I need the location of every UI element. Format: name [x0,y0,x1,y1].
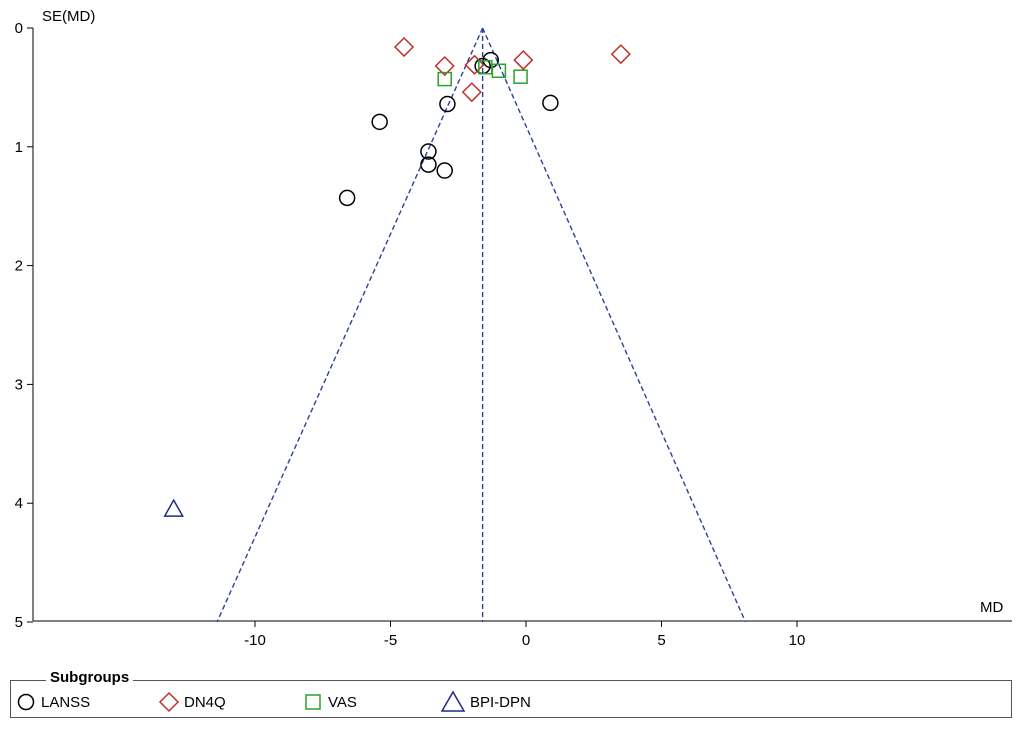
data-point-lanss [371,113,388,131]
data-point-lanss [436,162,453,179]
x-axis: -10 -5 0 5 10 [33,620,1012,649]
x-tick-label: -10 [244,632,266,649]
legend-label: DN4Q [184,693,226,711]
data-point-dn4q [434,55,455,77]
triangle-icon [440,690,466,712]
data-point-vas [491,63,507,79]
x-axis-title: MD [980,599,1003,616]
square-icon [305,694,321,710]
y-tick-label: 4 [15,495,23,512]
legend-label: LANSS [41,693,91,711]
legend-label: BPI-DPN [470,693,531,711]
data-point-dn4q [513,50,534,71]
data-points [163,36,631,517]
y-tick-label: 0 [15,20,23,37]
y-axis: 0 1 2 3 4 5 [15,20,34,631]
data-point-lanss [420,156,437,173]
y-tick-label: 2 [15,258,23,275]
y-tick-label: 3 [15,376,23,393]
legend [10,680,1012,718]
legend-item-dn4q: DN4Q [158,690,226,714]
funnel-left-limit [216,27,484,623]
data-point-vas [437,71,452,87]
legend-item-vas: VAS [302,690,357,714]
data-point-lanss [542,94,559,112]
data-point-vas [513,69,528,84]
x-tick-label: 10 [789,632,806,649]
y-tick-label: 1 [15,139,23,156]
data-point-dn4q [610,44,631,65]
legend-item-bpi-dpn: BPI-DPN [440,690,531,714]
data-point-lanss [338,189,356,207]
y-axis-title: SE(MD) [42,8,95,25]
data-point-dn4q [393,36,415,58]
data-point-lanss [439,95,456,113]
funnel-lines [216,27,747,623]
x-tick-label: 0 [522,632,530,649]
x-tick-label: 5 [657,632,665,649]
data-point-dn4q [461,82,482,103]
data-point-lanss [420,143,437,160]
x-tick-label: -5 [384,632,397,649]
funnel-right-limit [481,27,747,623]
legend-title: Subgroups [46,669,134,686]
legend-label: VAS [328,693,357,711]
diamond-icon [158,691,180,713]
data-point-dn4q [464,54,485,75]
y-tick-label: 5 [15,614,23,631]
circle-icon [17,693,35,711]
data-point-bpi-dpn [163,498,184,517]
legend-item-lanss: LANSS [15,690,90,714]
